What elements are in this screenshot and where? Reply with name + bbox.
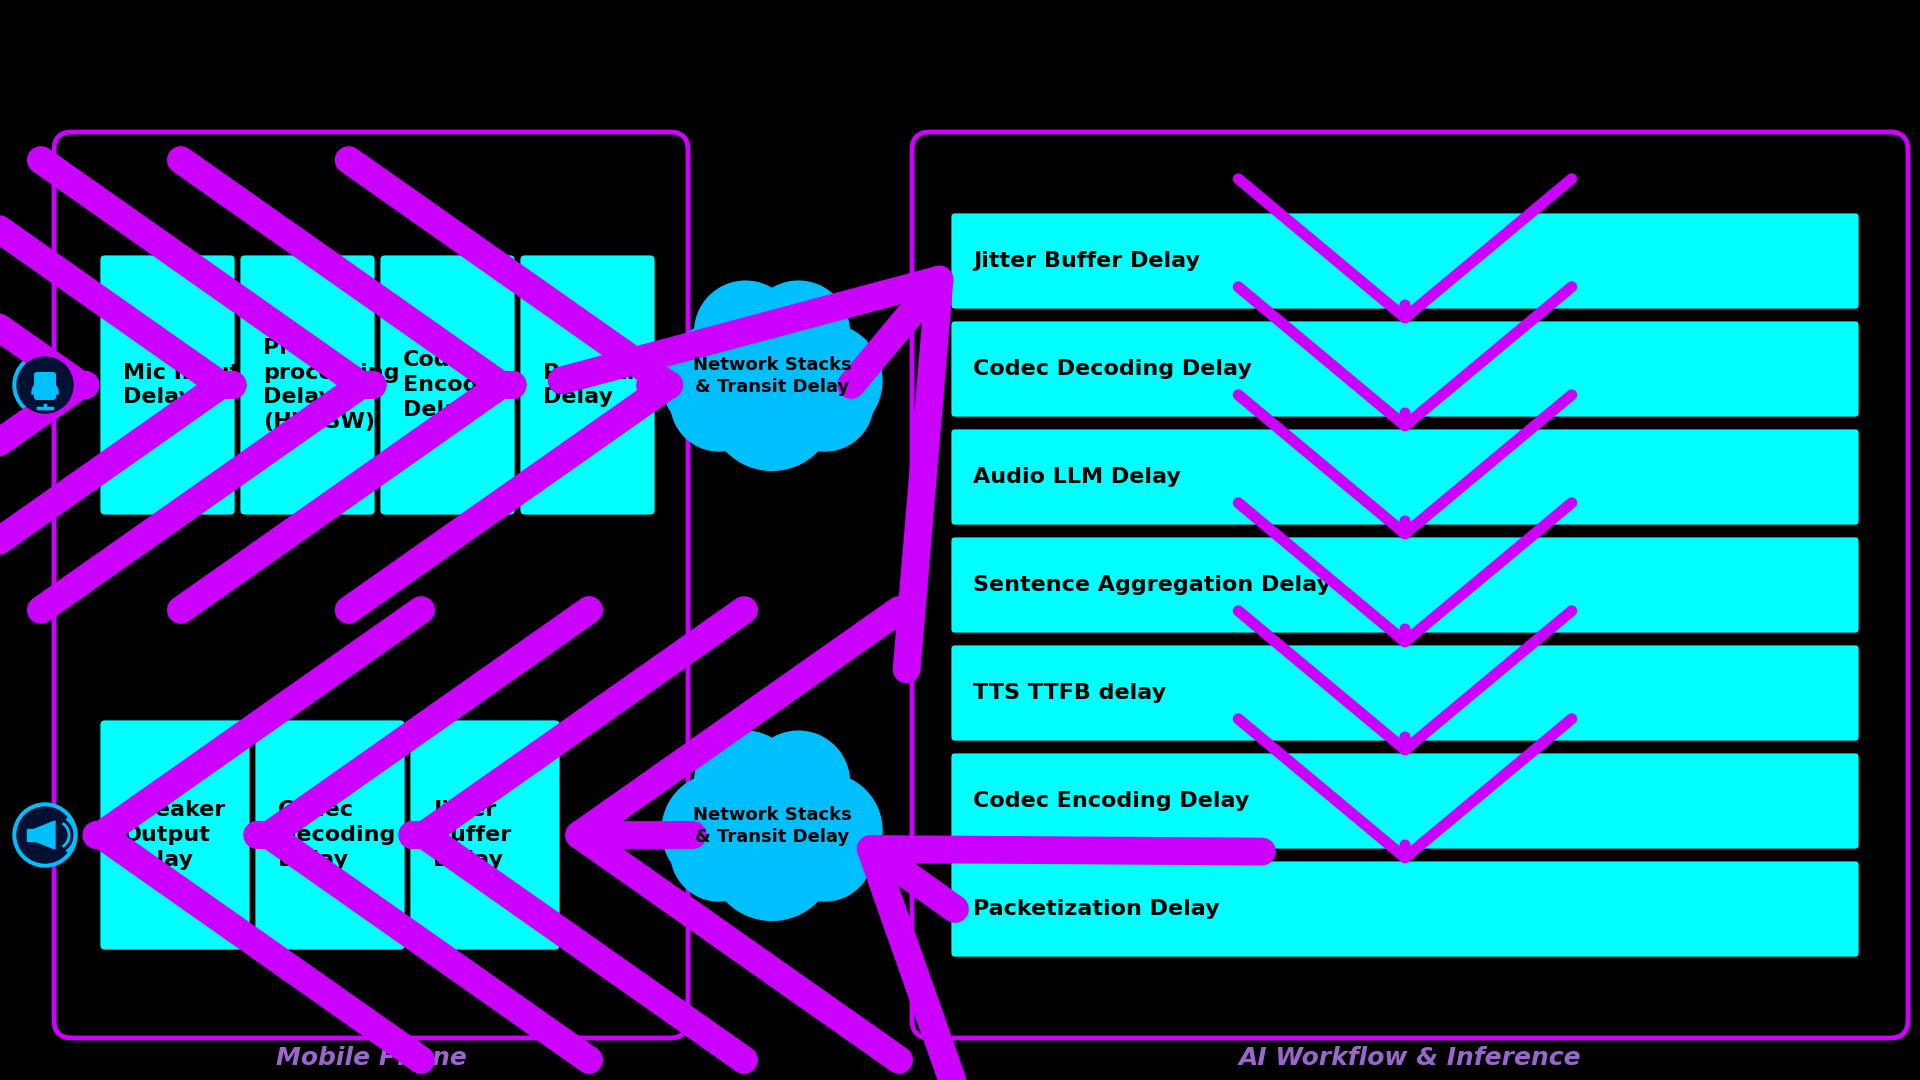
Text: Codec Encoding Delay: Codec Encoding Delay (973, 791, 1250, 811)
Polygon shape (27, 829, 35, 841)
Circle shape (13, 353, 77, 417)
Text: Mobile Phone: Mobile Phone (276, 1047, 467, 1070)
Circle shape (768, 773, 881, 888)
Text: Pre-
processing
Delay
(HW/SW): Pre- processing Delay (HW/SW) (263, 338, 399, 432)
Circle shape (13, 804, 77, 867)
Text: Speaker
Output
Delay: Speaker Output Delay (123, 800, 225, 869)
Text: Codec Decoding Delay: Codec Decoding Delay (973, 359, 1252, 379)
FancyBboxPatch shape (950, 212, 1860, 310)
Circle shape (697, 297, 847, 447)
Text: Packetization
Delay: Packetization Delay (543, 363, 712, 407)
Text: Jitter Buffer Delay: Jitter Buffer Delay (973, 251, 1200, 271)
FancyBboxPatch shape (35, 372, 56, 400)
Circle shape (662, 323, 776, 437)
FancyBboxPatch shape (378, 254, 516, 516)
Circle shape (776, 805, 874, 901)
Circle shape (662, 773, 776, 888)
Circle shape (708, 794, 835, 920)
FancyBboxPatch shape (950, 860, 1860, 958)
Polygon shape (35, 821, 56, 849)
Text: Jitter
Buffer
Delay: Jitter Buffer Delay (434, 800, 511, 869)
FancyBboxPatch shape (950, 752, 1860, 850)
FancyBboxPatch shape (238, 254, 376, 516)
FancyBboxPatch shape (950, 428, 1860, 526)
FancyBboxPatch shape (518, 254, 657, 516)
Circle shape (768, 323, 881, 437)
Circle shape (17, 357, 73, 413)
Circle shape (695, 281, 797, 383)
Circle shape (695, 731, 797, 834)
FancyBboxPatch shape (950, 536, 1860, 634)
FancyBboxPatch shape (100, 254, 236, 516)
Circle shape (708, 343, 835, 471)
Text: Audio LLM Delay: Audio LLM Delay (973, 467, 1181, 487)
Circle shape (747, 731, 849, 834)
FancyBboxPatch shape (253, 719, 405, 951)
Circle shape (670, 805, 768, 901)
Text: Sentence Aggregation Delay: Sentence Aggregation Delay (973, 575, 1331, 595)
FancyBboxPatch shape (950, 320, 1860, 418)
Text: Network Stacks
& Transit Delay: Network Stacks & Transit Delay (693, 806, 851, 847)
FancyBboxPatch shape (950, 644, 1860, 742)
Circle shape (776, 354, 874, 451)
FancyBboxPatch shape (100, 719, 252, 951)
Circle shape (697, 747, 847, 896)
Text: Codec
Decoding
Delay: Codec Decoding Delay (278, 800, 396, 869)
Text: Network Stacks
& Transit Delay: Network Stacks & Transit Delay (693, 356, 851, 396)
Circle shape (670, 354, 768, 451)
Text: AI Workflow & Inference: AI Workflow & Inference (1238, 1047, 1582, 1070)
Circle shape (747, 281, 849, 383)
Text: Codec
Encoding
Delay: Codec Encoding Delay (403, 350, 518, 420)
Text: Packetization Delay: Packetization Delay (973, 899, 1219, 919)
Text: TTS TTFB delay: TTS TTFB delay (973, 683, 1165, 703)
FancyBboxPatch shape (409, 719, 561, 951)
Text: Mic Input
Delay: Mic Input Delay (123, 363, 240, 407)
Circle shape (17, 807, 73, 863)
